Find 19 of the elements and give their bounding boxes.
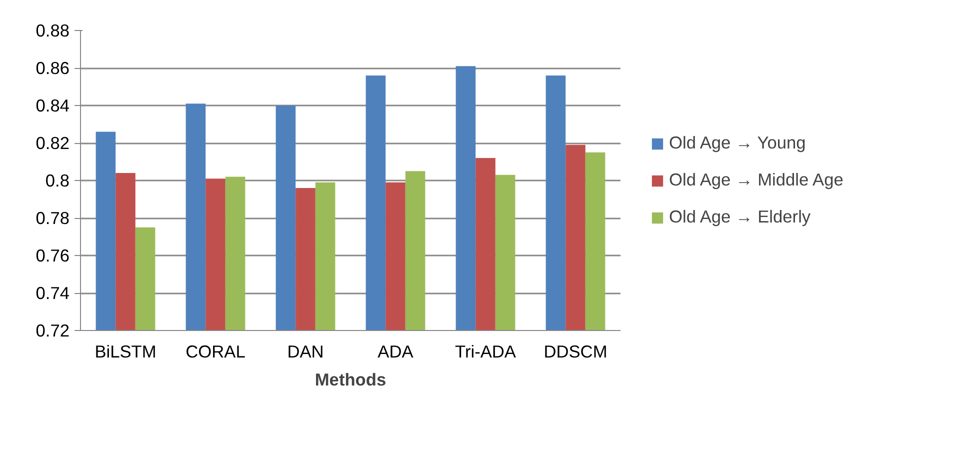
x-axis-title: Methods (314, 370, 386, 390)
x-tick-label: BiLSTM (94, 342, 156, 362)
legend-label: Old Age → Middle Age (669, 170, 844, 190)
y-tick-label: 0.8 (45, 170, 70, 190)
legend-label: Old Age → Young (669, 132, 806, 154)
y-tick-label: 0.74 (36, 283, 70, 303)
legend-label: Old Age → Elderly (669, 206, 811, 228)
x-tick-label: CORAL (186, 342, 246, 362)
y-tick-label: 0.82 (36, 133, 70, 153)
y-tick-label: 0.76 (36, 246, 70, 266)
y-tick-label: 0.86 (36, 58, 70, 78)
x-tick-label: DAN (287, 342, 324, 362)
y-tick-label: 0.72 (36, 320, 70, 340)
x-tick-label: Tri-ADA (455, 342, 516, 362)
y-tick-label: 0.84 (36, 96, 70, 116)
y-tick-label: 0.88 (36, 20, 70, 40)
x-tick-label: DDSCM (544, 342, 608, 362)
x-tick-label: ADA (378, 342, 414, 362)
y-tick-label: 0.78 (36, 208, 70, 228)
